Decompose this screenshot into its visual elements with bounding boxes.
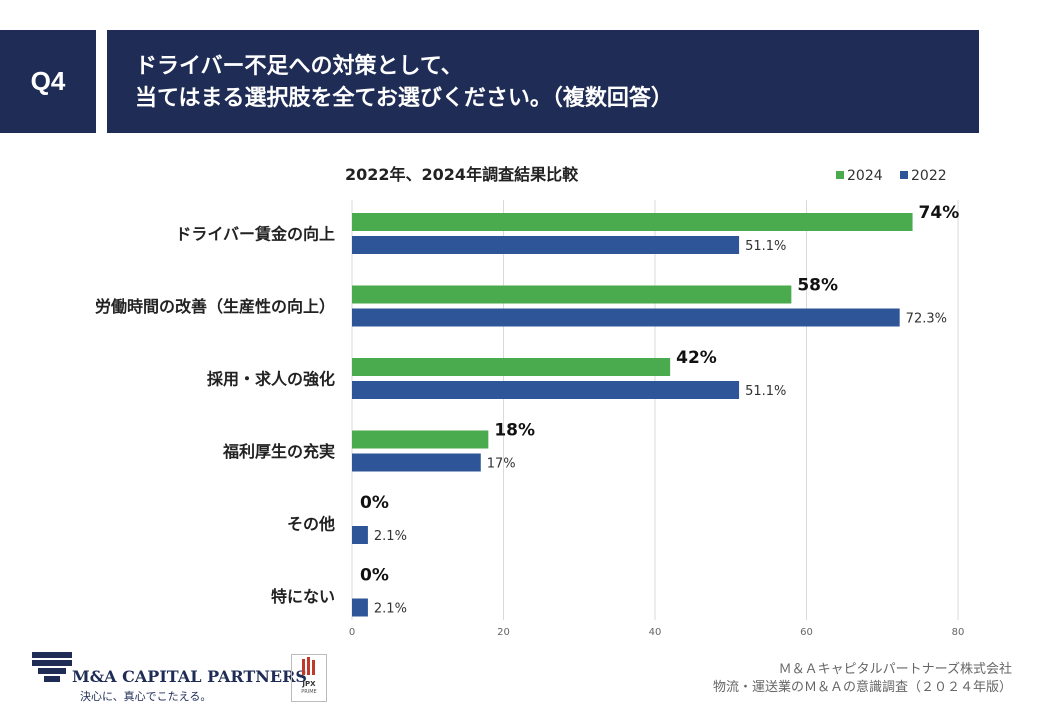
data-label-2022: 2.1% — [374, 529, 407, 544]
bar-2022 — [352, 598, 368, 617]
data-label-2024: 42% — [676, 348, 717, 368]
category-label: 労働時間の改善（生産性の向上） — [95, 297, 335, 316]
bar-2022 — [352, 236, 740, 254]
bar-2024 — [352, 358, 671, 376]
x-tick-label: 40 — [649, 627, 662, 638]
bar-2022 — [352, 453, 481, 472]
legend-label: 2022 — [911, 168, 947, 184]
data-label-2024: 0% — [360, 566, 389, 586]
legend-label: 2024 — [847, 168, 883, 184]
prime-label: PRIME — [301, 689, 317, 695]
bar-2022 — [352, 308, 900, 327]
category-label: 特にない — [271, 587, 335, 606]
company-logo-text: M&A CAPITAL PARTNERS — [72, 667, 307, 686]
question-title-line1: ドライバー不足への対策として、 — [135, 54, 463, 79]
data-label-2022: 17% — [487, 457, 516, 472]
bar-2024 — [352, 213, 913, 231]
jpx-label: JPX — [302, 680, 316, 688]
legend-swatch — [900, 171, 908, 179]
chart-title: 2022年、2024年調査結果比較 — [345, 165, 579, 184]
x-tick-label: 0 — [349, 627, 355, 638]
source-note: Ｍ＆Ａキャピタルパートナーズ株式会社 物流・運送業のＭ＆Ａの意識調査（２０２４年… — [713, 661, 1012, 697]
data-label-2022: 2.1% — [374, 602, 407, 617]
question-title: ドライバー不足への対策として、 当てはまる選択肢を全てお選びください。（複数回答… — [107, 30, 979, 133]
jpx-mark-icon — [302, 657, 315, 675]
x-tick-label: 60 — [800, 627, 813, 638]
data-label-2022: 72.3% — [906, 312, 947, 327]
data-label-2022: 51.1% — [745, 384, 786, 399]
data-label-2024: 74% — [919, 203, 960, 223]
question-number: Q4 — [0, 30, 96, 133]
company-tagline: 決心に、真心でこたえる。 — [80, 690, 212, 703]
category-label: 福利厚生の充実 — [222, 442, 335, 461]
jpx-prime-badge: JPX PRIME — [291, 654, 327, 702]
bar-2024 — [352, 430, 489, 449]
bar-2022 — [352, 381, 740, 399]
company-logo-icon — [32, 652, 72, 682]
data-label-2024: 0% — [360, 493, 389, 513]
data-label-2022: 51.1% — [745, 239, 786, 254]
category-label: その他 — [287, 515, 335, 534]
question-title-line2: 当てはまる選択肢を全てお選びください。（複数回答） — [135, 86, 673, 111]
source-company: Ｍ＆Ａキャピタルパートナーズ株式会社 — [778, 662, 1012, 677]
comparison-bar-chart: 0 20 40 60 80 2022年、2024年調査結果比較 2024 2022 ドライバー賃… — [95, 165, 965, 638]
x-tick-label: 80 — [952, 627, 965, 638]
legend-swatch — [836, 171, 844, 179]
data-label-2024: 58% — [797, 276, 838, 296]
company-logo — [32, 650, 272, 706]
category-label: ドライバー賃金の向上 — [175, 225, 335, 244]
data-label-2024: 18% — [494, 421, 535, 441]
category-label: 採用・求人の強化 — [207, 370, 335, 389]
source-survey: 物流・運送業のＭ＆Ａの意識調査（２０２４年版） — [712, 680, 1012, 695]
x-tick-label: 20 — [497, 627, 510, 638]
bar-2022 — [352, 526, 368, 544]
bar-2024 — [352, 285, 792, 304]
